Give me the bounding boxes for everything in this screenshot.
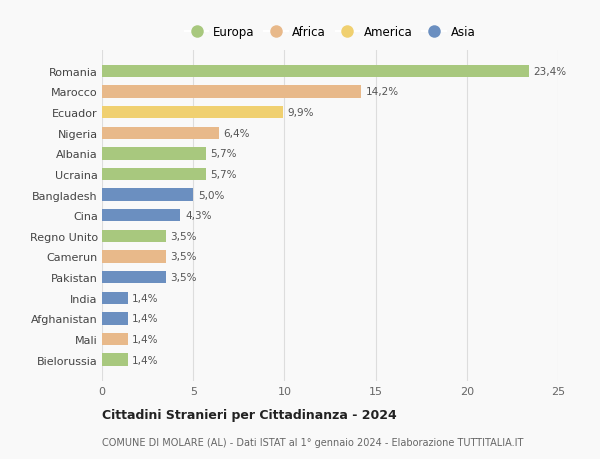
Bar — [102, 189, 193, 202]
Text: COMUNE DI MOLARE (AL) - Dati ISTAT al 1° gennaio 2024 - Elaborazione TUTTITALIA.: COMUNE DI MOLARE (AL) - Dati ISTAT al 1°… — [102, 437, 523, 447]
Bar — [102, 66, 529, 78]
Legend: Europa, Africa, America, Asia: Europa, Africa, America, Asia — [182, 23, 478, 41]
Text: 3,5%: 3,5% — [170, 252, 197, 262]
Text: 3,5%: 3,5% — [170, 231, 197, 241]
Text: 5,0%: 5,0% — [198, 190, 224, 200]
Bar — [102, 106, 283, 119]
Text: 9,9%: 9,9% — [287, 108, 314, 118]
Bar — [102, 333, 128, 345]
Text: 3,5%: 3,5% — [170, 273, 197, 282]
Text: 6,4%: 6,4% — [223, 129, 250, 139]
Text: 1,4%: 1,4% — [132, 334, 158, 344]
Text: 4,3%: 4,3% — [185, 211, 211, 221]
Bar — [102, 86, 361, 98]
Bar — [102, 353, 128, 366]
Bar — [102, 210, 181, 222]
Text: Cittadini Stranieri per Cittadinanza - 2024: Cittadini Stranieri per Cittadinanza - 2… — [102, 408, 397, 421]
Text: 5,7%: 5,7% — [211, 169, 237, 179]
Text: 1,4%: 1,4% — [132, 355, 158, 365]
Bar — [102, 148, 206, 160]
Text: 23,4%: 23,4% — [533, 67, 566, 77]
Bar — [102, 127, 219, 140]
Bar — [102, 292, 128, 304]
Text: 1,4%: 1,4% — [132, 313, 158, 324]
Text: 5,7%: 5,7% — [211, 149, 237, 159]
Bar — [102, 313, 128, 325]
Bar — [102, 168, 206, 181]
Bar — [102, 251, 166, 263]
Bar — [102, 230, 166, 242]
Text: 1,4%: 1,4% — [132, 293, 158, 303]
Bar — [102, 271, 166, 284]
Text: 14,2%: 14,2% — [365, 87, 398, 97]
